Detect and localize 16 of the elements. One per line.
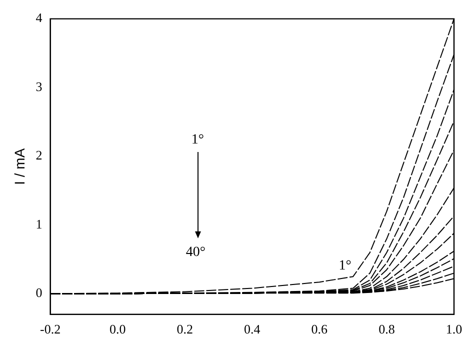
- x-tick-label: -0.2: [40, 322, 61, 337]
- y-tick-label: 4: [36, 10, 43, 26]
- x-tick-label: 0.4: [244, 322, 261, 337]
- y-tick-label: 2: [36, 148, 42, 163]
- y-axis-title: I / mA: [11, 148, 28, 185]
- annotation: 1°: [338, 258, 352, 274]
- y-tick-label: 1: [36, 216, 42, 232]
- x-tick-label: 0.8: [378, 322, 395, 337]
- annotation: 1°: [191, 132, 204, 148]
- y-tick-label: 3: [36, 78, 42, 94]
- x-tick-label: 1.0: [446, 322, 462, 337]
- y-tick-label: 0: [36, 285, 42, 300]
- x-tick-label: 0.2: [176, 322, 193, 337]
- x-tick-label: 0.0: [109, 322, 126, 337]
- x-tick-label: 0.6: [311, 322, 328, 337]
- annotation: 40°: [186, 244, 206, 260]
